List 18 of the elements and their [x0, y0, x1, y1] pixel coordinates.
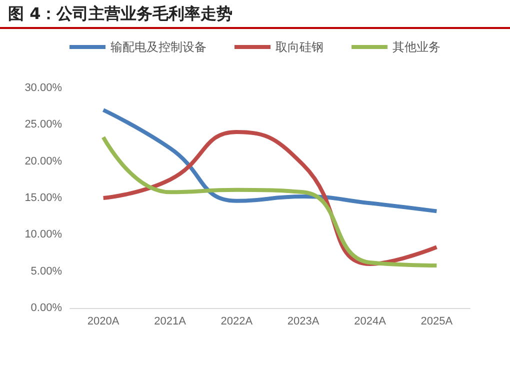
- x-tick-label: 2022A: [220, 316, 254, 328]
- y-tick-label: 15.00%: [24, 192, 62, 204]
- chart-title: 图 4：公司主营业务毛利率走势: [8, 4, 233, 25]
- legend-label: 取向硅钢: [276, 40, 324, 54]
- y-tick-label: 30.00%: [24, 82, 62, 94]
- y-tick-label: 10.00%: [24, 228, 62, 241]
- line-series: [101, 108, 439, 214]
- legend-label: 其他业务: [392, 40, 440, 54]
- x-tick-label: 2024A: [354, 316, 387, 328]
- x-tick-label: 2023A: [287, 316, 320, 328]
- x-tick-label: 2020A: [87, 316, 120, 328]
- legend-label: 输配电及控制设备: [110, 40, 206, 54]
- y-tick-label: 25.00%: [24, 118, 62, 131]
- y-tick-label: 5.00%: [30, 265, 62, 278]
- y-tick-label: 20.00%: [24, 155, 62, 168]
- x-tick-label: 2021A: [154, 316, 187, 328]
- y-tick-label: 0.00%: [30, 302, 62, 314]
- x-tick-label: 2025A: [420, 316, 454, 328]
